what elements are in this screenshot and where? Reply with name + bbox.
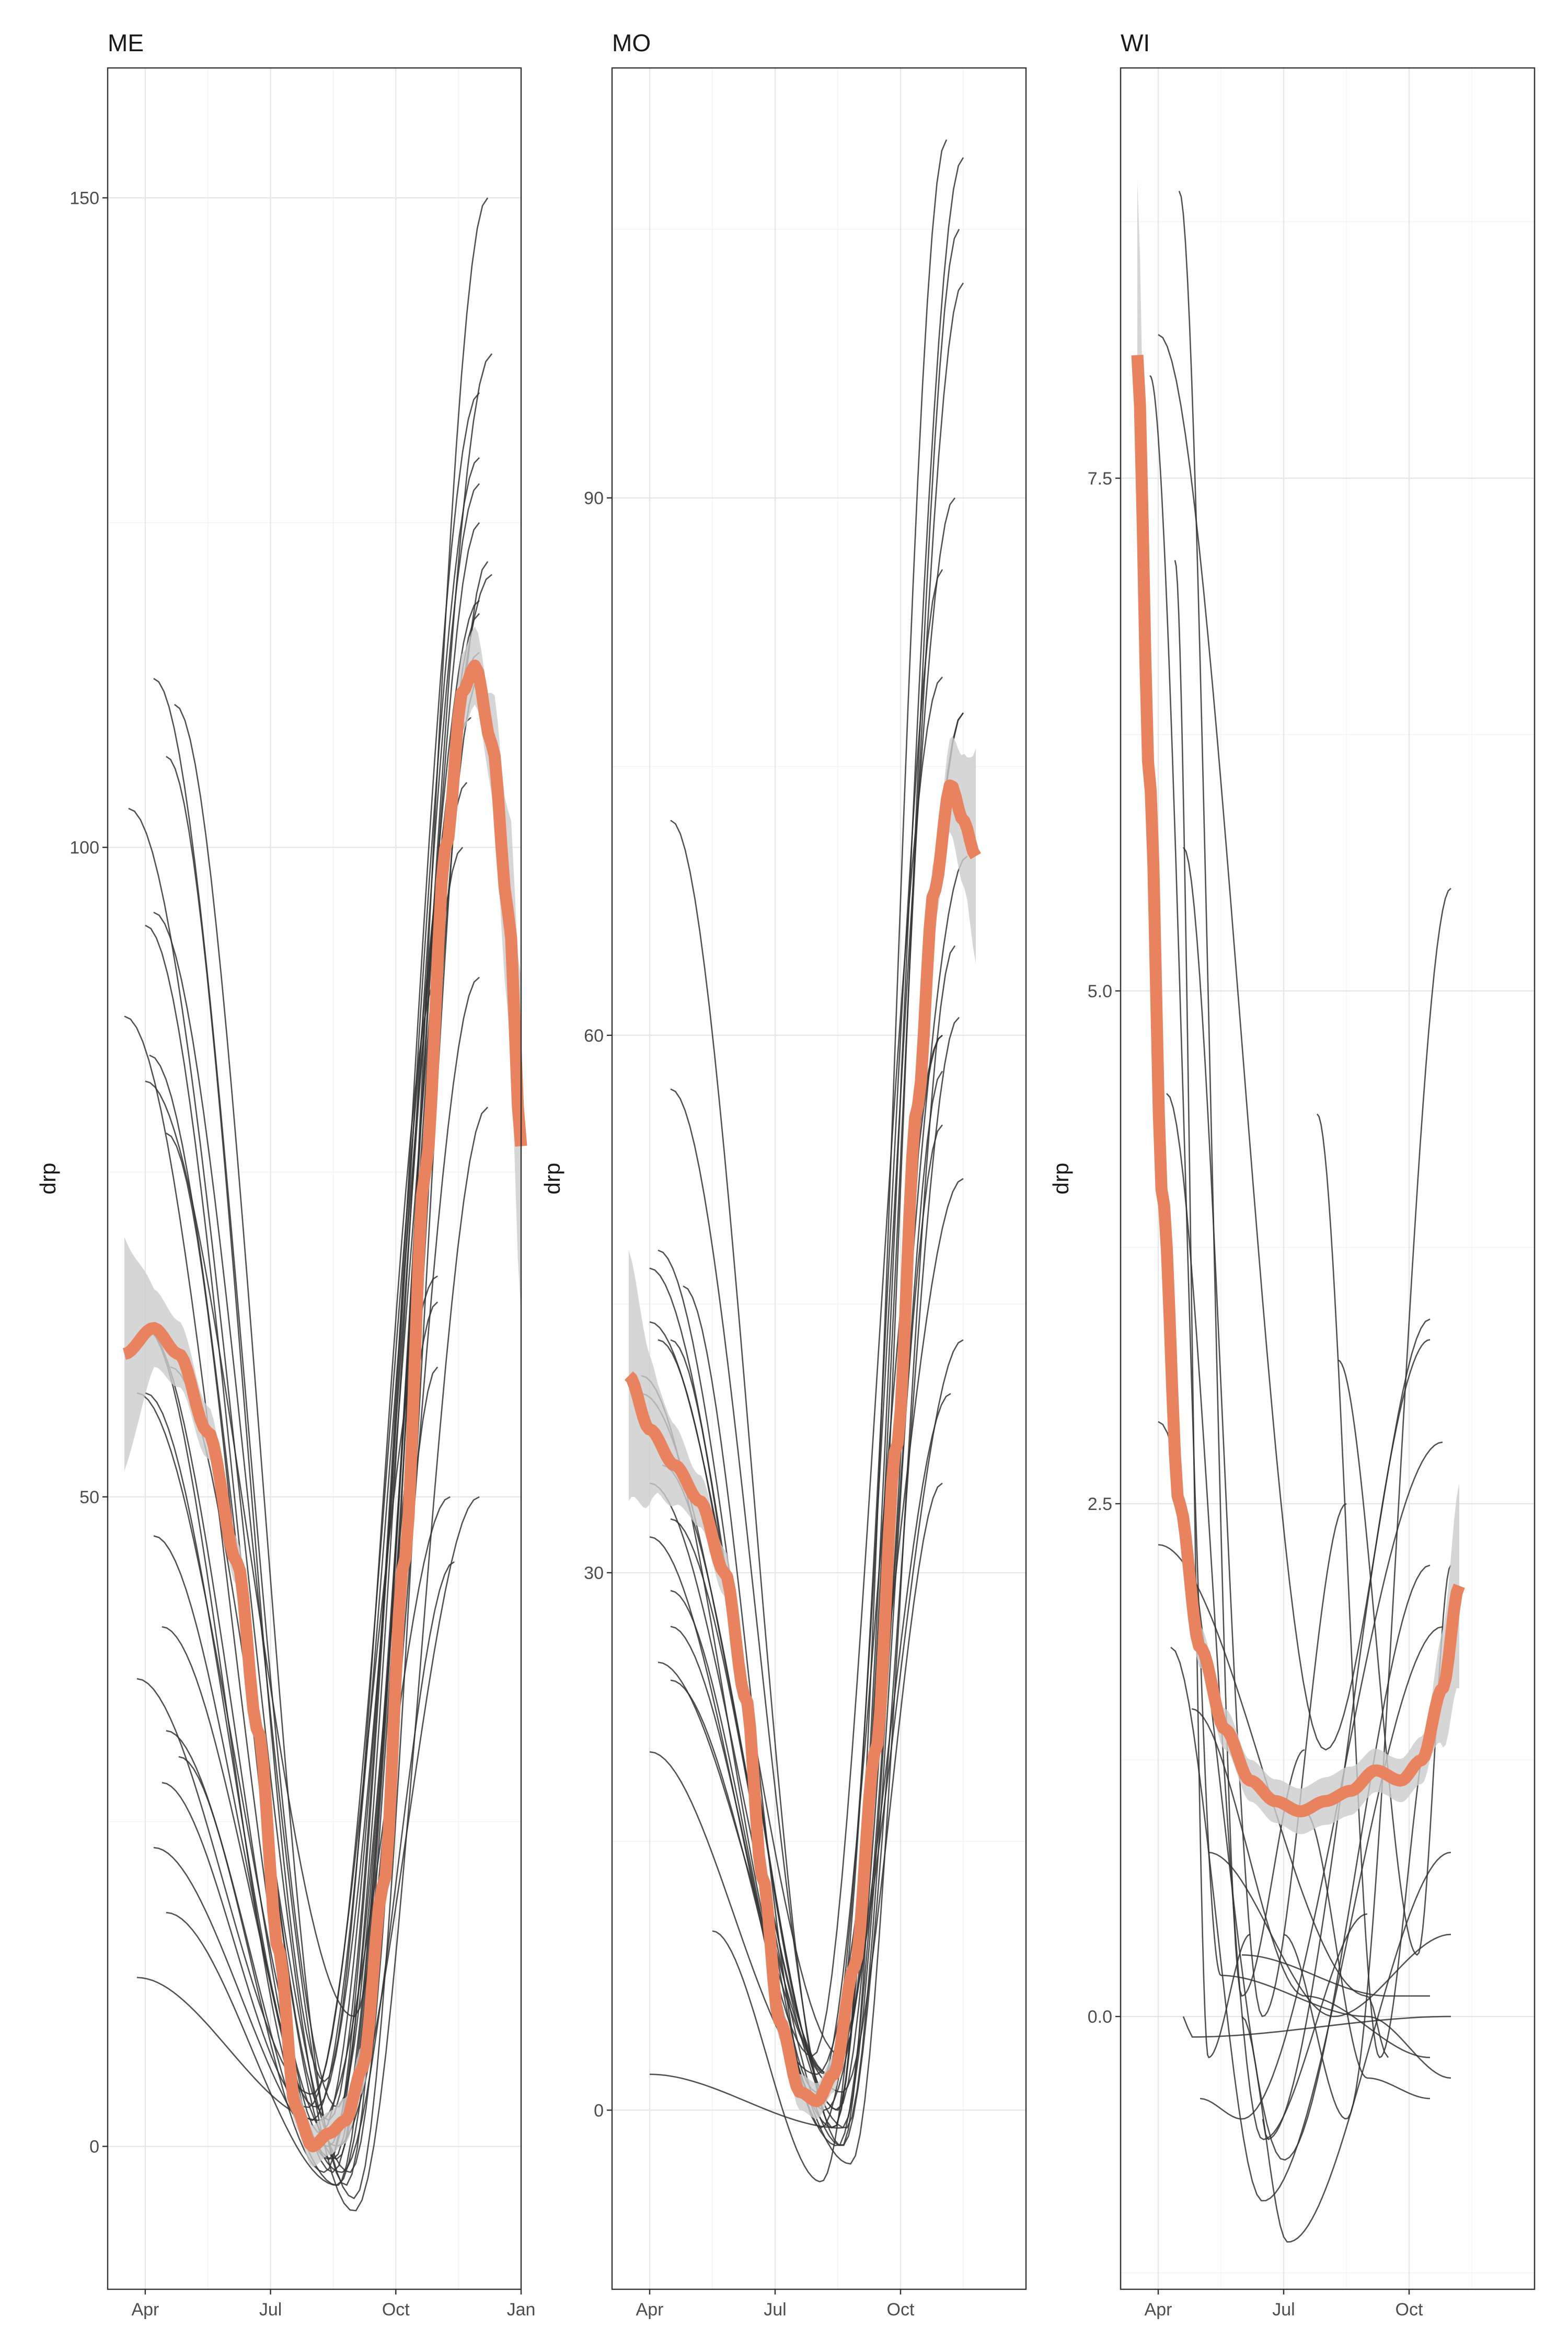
trace-line [1208, 1851, 1451, 2017]
x-tick-label: Jul [259, 2300, 282, 2320]
trace-line [683, 856, 968, 2129]
smooth-line [121, 659, 527, 2152]
trace-line [166, 976, 480, 2186]
trace-line [153, 613, 480, 2160]
trace-lines [124, 197, 493, 2211]
x-tick-label: Oct [1396, 2300, 1423, 2320]
trace-line [162, 1561, 455, 2173]
trace-line [128, 808, 489, 2211]
x-tick-label: Oct [382, 2300, 410, 2320]
confidence-ribbon [124, 626, 521, 2167]
trace-line [145, 1080, 439, 2017]
trace-line [170, 678, 480, 2173]
trace-line [1158, 334, 1431, 1751]
trace-line [1174, 560, 1251, 2059]
trace-line [1182, 2015, 1451, 2038]
trace-line [670, 282, 964, 2129]
panel-wi: 0.0 2.5 5.0 7.5 Apr Jul Oct WI drp [1048, 29, 1536, 2320]
trace-line [1304, 1811, 1431, 2100]
panel-border [107, 67, 522, 2290]
trace-line [149, 522, 480, 2160]
x-tick-label: Jul [764, 2300, 786, 2320]
y-tick-label: 5.0 [1088, 982, 1112, 1001]
y-tick-label: 7.5 [1088, 469, 1112, 489]
x-tick-label: Jul [1272, 2300, 1295, 2320]
x-tick-label: Jan [507, 2300, 536, 2320]
panel-title: ME [108, 29, 144, 56]
smooth-line [624, 779, 981, 2107]
trace-line [662, 1339, 964, 2075]
trace-lines [641, 139, 968, 2183]
trace-line [658, 139, 948, 2111]
trace-line [1338, 1359, 1452, 1956]
y-tick-label: 2.5 [1088, 1494, 1112, 1514]
trace-line [649, 569, 943, 2075]
panel-mo: 0 30 60 90 Apr Jul Oct MO drp [540, 29, 1027, 2320]
y-tick-label: 0.0 [1088, 2007, 1112, 2027]
y-axis-label: drp [36, 1163, 60, 1195]
y-tick-label: 0 [89, 2137, 99, 2157]
x-tick-label: Apr [131, 2300, 159, 2320]
x-tick-label: Apr [636, 2300, 664, 2320]
trace-line [145, 652, 480, 2122]
trace-line [1166, 1093, 1368, 2140]
trace-line [1170, 1626, 1443, 2201]
trace-line [1262, 1339, 1431, 2140]
y-axis-label: drp [540, 1163, 564, 1195]
trace-line [166, 756, 439, 2083]
y-tick-label: 90 [584, 489, 604, 509]
y-axis-label: drp [1048, 1163, 1073, 1195]
trace-line [1182, 847, 1347, 2017]
y-tick-label: 100 [70, 838, 99, 858]
y-tick-label: 30 [584, 1563, 604, 1583]
trace-line [649, 712, 964, 2129]
trace-line [1283, 887, 1451, 2120]
trace-line [1241, 1851, 1451, 2243]
trace-lines [1150, 191, 1452, 2243]
y-tick-label: 50 [79, 1488, 99, 1507]
smooth-line [1131, 354, 1465, 1818]
trace-line [1220, 1975, 1451, 2079]
trace-line [178, 457, 480, 2173]
trace-line [649, 712, 964, 2111]
trace-line [658, 1482, 943, 2093]
y-tick-label: 150 [70, 189, 99, 209]
y-tick-label: 0 [594, 2101, 604, 2120]
x-tick-label: Apr [1145, 2300, 1172, 2320]
trace-line [1241, 1954, 1430, 1997]
panel-title: WI [1121, 29, 1150, 56]
panel-me: 0 50 100 150 Apr Jul Oct Jan ME drp [36, 29, 535, 2320]
panel-border [611, 67, 1027, 2290]
panel-title: MO [612, 29, 651, 56]
y-tick-label: 60 [584, 1026, 604, 1046]
trace-line [136, 1392, 480, 2148]
panel-border [1120, 67, 1536, 2290]
trace-line [145, 392, 480, 2122]
trace-line [136, 717, 471, 2095]
x-tick-label: Oct [887, 2300, 915, 2320]
trace-line [1316, 1113, 1435, 2059]
